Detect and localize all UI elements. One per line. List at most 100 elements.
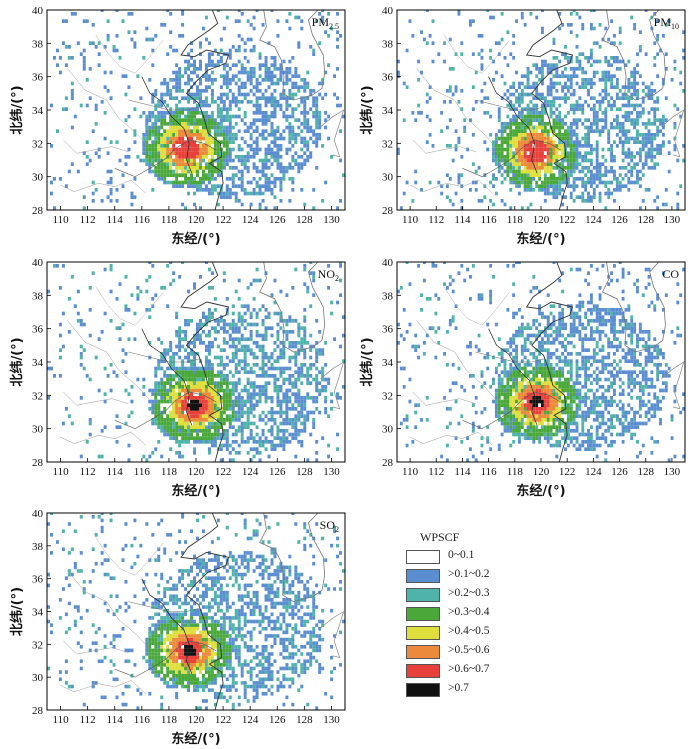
- wpscf-cell: [526, 74, 530, 78]
- wpscf-cell: [175, 333, 179, 338]
- wpscf-cell: [523, 177, 527, 181]
- wpscf-cell: [255, 96, 259, 100]
- wpscf-cell: [405, 425, 409, 429]
- wpscf-cell: [163, 169, 167, 174]
- wpscf-cell: [575, 103, 579, 108]
- wpscf-cell: [578, 96, 582, 100]
- wpscf-cell: [157, 125, 161, 130]
- wpscf-cell: [595, 129, 599, 133]
- wpscf-cell: [270, 326, 274, 330]
- wpscf-cell: [243, 370, 247, 374]
- wpscf-cell: [604, 114, 608, 119]
- wpscf-cell: [157, 118, 161, 122]
- wpscf-cell: [207, 399, 211, 404]
- wpscf-cell: [255, 333, 259, 338]
- wpscf-cell: [264, 414, 268, 418]
- wpscf-cell: [529, 118, 533, 122]
- wpscf-cell: [641, 107, 645, 111]
- wpscf-cell: [201, 133, 205, 137]
- wpscf-cell: [249, 337, 253, 341]
- wpscf-cell: [190, 48, 194, 53]
- wpscf-cell: [541, 59, 544, 64]
- wpscf-cell: [408, 282, 412, 286]
- wpscf-cell: [471, 133, 475, 137]
- wpscf-cell: [638, 140, 642, 144]
- wpscf-cell: [448, 118, 452, 122]
- wpscf-cell: [258, 188, 262, 192]
- wpscf-cell: [160, 410, 164, 415]
- wpscf-cell: [204, 162, 208, 166]
- wpscf-cell: [79, 396, 83, 400]
- wpscf-cell: [509, 403, 513, 407]
- wpscf-cell: [552, 103, 556, 108]
- wpscf-cell: [285, 147, 289, 152]
- wpscf-cell: [160, 388, 164, 393]
- wpscf-cell: [613, 74, 616, 78]
- wpscf-cell: [512, 177, 516, 181]
- wpscf-cell: [201, 381, 205, 385]
- wpscf-cell: [178, 454, 182, 459]
- wpscf-cell: [500, 432, 504, 437]
- wpscf-cell: [243, 348, 247, 352]
- wpscf-cell: [497, 396, 501, 400]
- wpscf-cell: [219, 348, 223, 352]
- wpscf-cell: [190, 414, 194, 418]
- wpscf-cell: [198, 319, 202, 323]
- wpscf-cell: [276, 396, 280, 400]
- wpscf-cell: [506, 147, 510, 152]
- wpscf-cell: [222, 348, 226, 352]
- wpscf-cell: [529, 151, 533, 155]
- wpscf-cell: [187, 122, 191, 126]
- wpscf-cell: [225, 125, 229, 130]
- wpscf-cell: [154, 370, 158, 374]
- wpscf-cell: [97, 337, 101, 341]
- wpscf-cell: [190, 396, 194, 400]
- wpscf-cell: [228, 56, 232, 60]
- wpscf-cell: [673, 103, 677, 108]
- wpscf-cell: [198, 326, 202, 330]
- wpscf-cell: [538, 70, 541, 75]
- wpscf-cell: [258, 278, 262, 283]
- wpscf-cell: [166, 432, 170, 437]
- wpscf-cell: [312, 421, 316, 426]
- wpscf-cell: [595, 118, 599, 122]
- wpscf-cell: [285, 396, 289, 400]
- wpscf-cell: [204, 136, 208, 141]
- wpscf-cell: [336, 37, 340, 42]
- wpscf-cell: [196, 103, 199, 108]
- wpscf-cell: [494, 158, 498, 163]
- wpscf-cell: [595, 111, 599, 115]
- wpscf-cell: [291, 133, 295, 137]
- wpscf-cell: [97, 147, 101, 152]
- wpscf-cell: [454, 304, 458, 308]
- wpscf-cell: [506, 158, 510, 163]
- wpscf-cell: [198, 440, 202, 444]
- wpscf-cell: [595, 158, 599, 163]
- wpscf-cell: [240, 403, 244, 407]
- wpscf-cell: [193, 144, 196, 148]
- wpscf-cell: [321, 436, 325, 440]
- wpscf-cell: [270, 333, 274, 338]
- wpscf-cell: [656, 125, 660, 130]
- wpscf-cell: [558, 114, 562, 119]
- wpscf-cell: [142, 158, 146, 163]
- wpscf-cell: [291, 107, 295, 111]
- wpscf-cell: [592, 129, 596, 133]
- wpscf-cell: [300, 363, 304, 367]
- wpscf-cell: [157, 140, 161, 144]
- wpscf-cell: [258, 366, 262, 371]
- wpscf-cell: [181, 147, 185, 152]
- wpscf-cell: [207, 308, 211, 312]
- wpscf-cell: [529, 144, 533, 148]
- wpscf-cell: [469, 118, 472, 122]
- wpscf-cell: [222, 129, 226, 133]
- wpscf-cell: [115, 188, 119, 192]
- wpscf-cell: [517, 158, 521, 163]
- wpscf-cell: [184, 414, 188, 418]
- wpscf-cell: [546, 92, 550, 97]
- wpscf-cell: [291, 418, 295, 422]
- x-tick-label: 128: [637, 214, 654, 226]
- wpscf-cell: [196, 162, 199, 166]
- wpscf-cell: [460, 107, 464, 111]
- wpscf-cell: [613, 56, 616, 60]
